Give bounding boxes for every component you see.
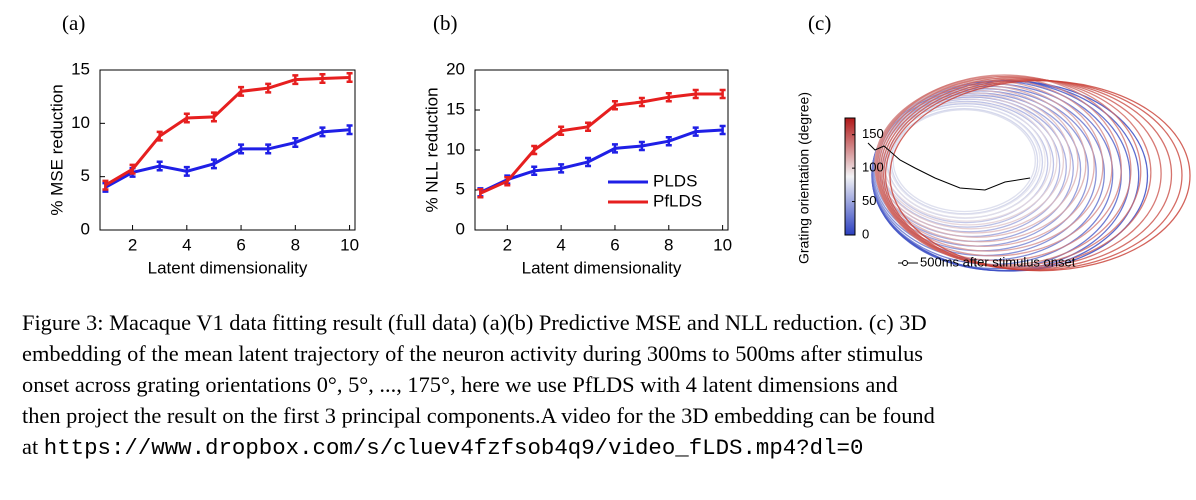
x-tick-label: 4 (556, 235, 565, 254)
error-bar (292, 74, 299, 86)
x-tick-label: 10 (713, 235, 732, 254)
caption-line: Figure 3: Macaque V1 data fitting result… (22, 310, 927, 335)
y-axis-label: % MSE reduction (47, 84, 66, 215)
colorbar-label: Grating orientation (degree) (796, 92, 812, 264)
y-tick-label: 0 (81, 219, 90, 238)
series-line (104, 128, 350, 189)
ring (876, 74, 1132, 266)
x-tick-label: 10 (340, 235, 359, 254)
error-bar (346, 71, 353, 83)
error-bar (719, 88, 726, 100)
legend-label: 500ms after stimulus onset (920, 254, 1076, 269)
trajectory-rings (871, 74, 1191, 272)
error-bar (611, 99, 618, 111)
y-tick-label: 5 (81, 166, 90, 185)
caption-line: then project the result on the first 3 p… (22, 403, 935, 428)
series-line (479, 128, 723, 194)
error-bar (292, 137, 299, 149)
error-bar (183, 112, 190, 124)
error-bar (210, 158, 217, 170)
y-tick-label: 20 (446, 59, 465, 78)
y-tick-label: 5 (456, 179, 465, 198)
x-tick-label: 2 (503, 235, 512, 254)
ring (892, 109, 1036, 213)
error-bar (558, 125, 565, 137)
ring (880, 100, 1055, 228)
x-tick-label: 8 (664, 235, 673, 254)
ring (879, 76, 1152, 269)
ring (877, 75, 1142, 267)
error-bar (346, 124, 353, 136)
series-line (479, 92, 723, 195)
x-tick-label: 6 (236, 235, 245, 254)
error-bar (558, 163, 565, 174)
panel-label: (b) (433, 11, 458, 35)
error-bar (156, 160, 163, 172)
caption-url: https://www.dropbox.com/s/cluev4fzfsob4q… (43, 435, 864, 461)
legend-label: PfLDS (653, 191, 702, 210)
error-bar (692, 126, 699, 137)
error-bar (585, 121, 592, 133)
panel-label: (c) (808, 11, 831, 35)
ring (889, 80, 1191, 272)
caption-line: onset across grating orientations 0°, 5°… (22, 372, 898, 397)
x-tick-label: 4 (182, 235, 191, 254)
error-bar (638, 96, 645, 108)
x-tick-label: 8 (291, 235, 300, 254)
y-tick-label: 10 (446, 139, 465, 158)
colorbar-tick-label: 150 (862, 126, 884, 141)
error-bar (238, 143, 245, 155)
colorbar-tick-label: 0 (862, 226, 869, 241)
error-bar (477, 187, 484, 199)
error-bar (531, 165, 538, 177)
y-tick-label: 0 (456, 219, 465, 238)
ring (888, 105, 1041, 216)
figure: (c) Grating orientation (degree) 500ms a… (47, 11, 1191, 277)
error-bar (238, 85, 245, 97)
error-bar (156, 130, 163, 142)
error-bar (611, 143, 618, 154)
y-tick-label: 15 (446, 99, 465, 118)
error-bar (665, 135, 672, 147)
ring (881, 77, 1162, 270)
caption-line: embedding of the mean latent trajectory … (22, 341, 924, 366)
error-bar (102, 179, 109, 191)
x-tick-label: 2 (128, 235, 137, 254)
error-bar (183, 165, 190, 177)
error-bar (265, 143, 272, 155)
error-bar (719, 124, 726, 136)
error-bar (531, 144, 538, 156)
panel-label: (a) (62, 11, 85, 35)
error-bar (504, 175, 511, 187)
error-bar (692, 88, 699, 100)
ring (879, 95, 1058, 226)
colorbar (844, 117, 856, 236)
legend-label: PLDS (653, 171, 697, 190)
colorbar-tick-label: 100 (862, 160, 884, 175)
error-bar (319, 126, 326, 138)
y-tick-label: 15 (71, 59, 90, 78)
series-line (104, 75, 350, 187)
error-bar (210, 111, 217, 123)
error-bar (585, 156, 592, 168)
caption-text: at (22, 434, 39, 459)
y-tick-label: 10 (71, 113, 90, 132)
trajectory (867, 142, 1031, 191)
caption-line: at https://www.dropbox.com/s/cluev4fzfso… (22, 434, 863, 461)
error-bar (129, 163, 136, 175)
x-axis-label: Latent dimensionality (148, 258, 308, 277)
legend-marker (902, 260, 908, 266)
x-axis-label: Latent dimensionality (522, 258, 682, 277)
x-tick-label: 6 (610, 235, 619, 254)
error-bar (665, 91, 672, 103)
axes-box (99, 69, 356, 231)
error-bar (638, 140, 645, 152)
error-bar (319, 73, 326, 85)
y-axis-label: % NLL reduction (422, 87, 441, 212)
colorbar-tick-label: 50 (862, 193, 876, 208)
error-bar (265, 82, 272, 94)
